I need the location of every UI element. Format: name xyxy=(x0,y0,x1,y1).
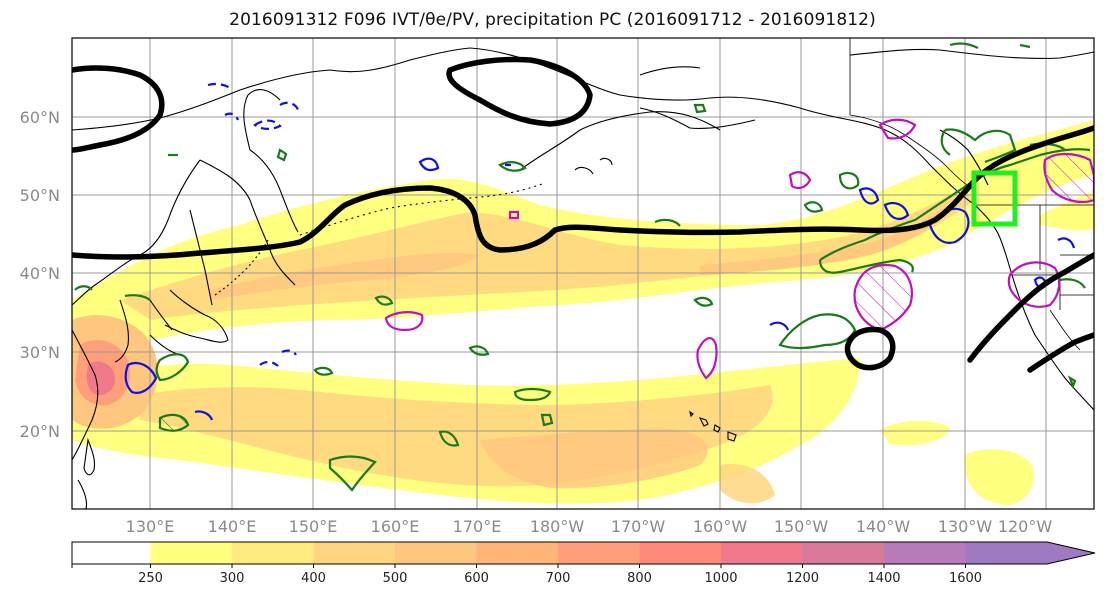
colorbar-outline xyxy=(71,541,1096,565)
colorbar-tick-label: 1600 xyxy=(949,571,982,586)
precip-pc-contours xyxy=(384,118,1094,380)
lon-label-130e: 130°E xyxy=(126,517,175,536)
lon-label-120w: 120°W xyxy=(998,517,1053,536)
colorbar-segment xyxy=(395,542,477,564)
theta-e-east-lower xyxy=(1027,332,1094,373)
latitude-labels: 60°N 50°N 40°N 30°N 20°N xyxy=(20,108,60,441)
theta-e-east xyxy=(967,252,1094,363)
lat-label-50n: 50°N xyxy=(20,186,60,205)
lat-label-60n: 60°N xyxy=(20,108,60,127)
ivt-typhoon-core xyxy=(86,361,116,395)
ivt-south-blob xyxy=(720,464,775,504)
lon-label-130w: 130°W xyxy=(938,517,993,536)
map-frame xyxy=(71,37,1095,510)
ivt-band-north-east xyxy=(700,200,955,275)
colorbar-segment xyxy=(313,542,396,564)
colorbar-segment xyxy=(721,542,803,564)
target-region-box xyxy=(971,170,1018,227)
colorbar-tick-label: 500 xyxy=(383,571,408,586)
ivt-shading xyxy=(72,120,1094,505)
colorbar-tick-label: 800 xyxy=(627,571,652,586)
theta-e-contours xyxy=(72,56,1094,373)
colorbar-tick-label: 1200 xyxy=(786,571,819,586)
colorbar-segment xyxy=(639,542,722,564)
ivt-band-south-inner xyxy=(480,428,708,489)
theta-e-main xyxy=(72,125,1094,260)
lon-label-140w: 140°W xyxy=(856,517,911,536)
ivt-band-north-inner xyxy=(210,252,480,300)
pv-contours-positive xyxy=(74,42,1091,492)
colorbar: 250 300 400 500 600 700 800 1000 1200 1400 1600 xyxy=(71,541,1096,586)
colorbar-segment xyxy=(232,542,314,564)
theta-e-arctic-west xyxy=(72,65,165,153)
colorbar-segment xyxy=(150,542,233,564)
lon-label-170w: 170°W xyxy=(611,517,666,536)
ivt-patch-east-2 xyxy=(965,449,1034,505)
colorbar-tick-label: 1400 xyxy=(867,571,900,586)
lon-label-150w: 150°W xyxy=(774,517,829,536)
colorbar-tick-label: 600 xyxy=(464,571,489,586)
lon-label-180w: 180°W xyxy=(530,517,585,536)
ivt-band-north-core xyxy=(120,190,975,320)
colorbar-segment-below xyxy=(72,542,151,564)
colorbar-tick-label: 250 xyxy=(138,571,163,586)
colorbar-segment-extend xyxy=(965,542,1095,564)
lat-label-30n: 30°N xyxy=(20,343,60,362)
map-title: 2016091312 F096 IVT/θe/PV, precipitation… xyxy=(229,10,876,30)
colorbar-segment xyxy=(558,542,640,564)
lat-label-40n: 40°N xyxy=(20,264,60,283)
theta-e-cutoff-low xyxy=(844,326,896,371)
lon-label-140e: 140°E xyxy=(208,517,257,536)
colorbar-segment xyxy=(476,542,559,564)
colorbar-segment xyxy=(802,542,885,564)
colorbar-tick-label: 400 xyxy=(301,571,326,586)
colorbar-tick-label: 700 xyxy=(546,571,571,586)
lon-label-160e: 160°E xyxy=(371,517,420,536)
lon-label-150e: 150°E xyxy=(289,517,338,536)
political-borders xyxy=(849,38,1094,351)
colorbar-tick-label: 300 xyxy=(220,571,245,586)
ivt-patch-east-1 xyxy=(880,420,950,446)
map-plot-area xyxy=(72,38,1094,509)
pv-contours-negative-dashed xyxy=(207,82,300,367)
lat-label-20n: 20°N xyxy=(20,422,60,441)
lon-label-160w: 160°W xyxy=(693,517,748,536)
colorbar-segment xyxy=(884,542,966,564)
longitude-labels: 130°E 140°E 150°E 160°E 170°E 180°W 170°… xyxy=(126,517,1053,536)
theta-e-arctic-loop xyxy=(446,56,593,127)
lon-label-170e: 170°E xyxy=(453,517,502,536)
colorbar-tick-label: 1000 xyxy=(704,571,737,586)
